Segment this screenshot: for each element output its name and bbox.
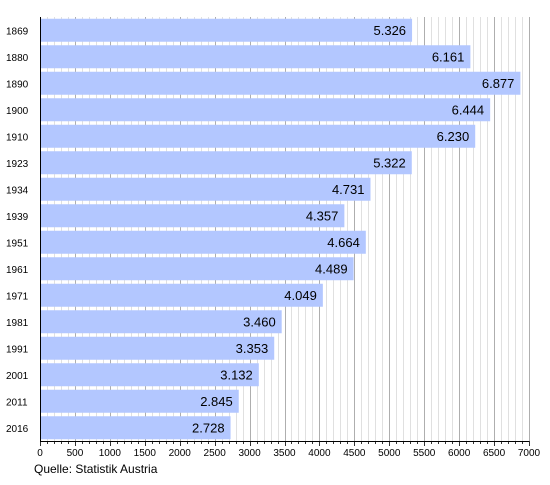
data-label-1869: 5.326	[374, 23, 407, 38]
bar-2016	[40, 416, 231, 440]
data-label-1890: 6.877	[482, 76, 515, 91]
bar-2011	[40, 389, 239, 413]
x-tick-label-0: 0	[37, 448, 43, 459]
x-tick-label-1500: 1500	[134, 448, 157, 459]
data-label-1981: 3.460	[243, 314, 276, 329]
data-label-1900: 6.444	[452, 102, 485, 117]
category-label-2001: 2001	[6, 371, 29, 382]
bar-1934	[40, 177, 371, 201]
x-tick-label-1000: 1000	[99, 448, 122, 459]
x-tick-label-5000: 5000	[378, 448, 401, 459]
x-tick-label-2000: 2000	[169, 448, 192, 459]
bar-1961	[40, 257, 354, 281]
bar-1991	[40, 336, 275, 360]
bar-1981	[40, 310, 282, 334]
x-tick-label-4500: 4500	[343, 448, 366, 459]
category-label-1923: 1923	[6, 159, 29, 170]
data-label-1939: 4.357	[306, 208, 339, 223]
data-label-1934: 4.731	[332, 182, 365, 197]
category-label-2016: 2016	[6, 424, 29, 435]
x-tick-label-6500: 6500	[483, 448, 506, 459]
category-label-1934: 1934	[6, 185, 29, 196]
data-label-1880: 6.161	[432, 49, 465, 64]
x-tick-label-2500: 2500	[204, 448, 227, 459]
category-label-1910: 1910	[6, 132, 29, 143]
category-label-1991: 1991	[6, 344, 29, 355]
x-tick-label-3500: 3500	[273, 448, 296, 459]
x-tick-label-4000: 4000	[308, 448, 331, 459]
category-label-1869: 1869	[6, 26, 29, 37]
x-tick-label-7000: 7000	[518, 448, 541, 459]
bar-1880	[40, 45, 471, 69]
bar-2001	[40, 363, 259, 387]
data-label-1910: 6.230	[437, 129, 470, 144]
category-label-2011: 2011	[6, 397, 28, 408]
x-tick-label-5500: 5500	[413, 448, 436, 459]
category-label-1939: 1939	[6, 212, 29, 223]
bar-1939	[40, 204, 345, 228]
bar-1951	[40, 230, 366, 254]
category-label-1981: 1981	[6, 318, 29, 329]
data-label-1991: 3.353	[236, 341, 269, 356]
category-label-1961: 1961	[6, 265, 29, 276]
x-tick-label-3000: 3000	[238, 448, 261, 459]
bars: 5.326 6.161 6.877 6.444 6.230 5.322 4.731 4.357…	[40, 18, 521, 440]
data-label-1951: 4.664	[327, 235, 360, 250]
category-label-1880: 1880	[6, 53, 29, 64]
bar-1869	[40, 18, 413, 42]
axes: 1869 1880 1890 1900 1910 1923 1934 1939 1951 1961…	[6, 17, 541, 459]
data-label-1961: 4.489	[315, 261, 348, 276]
x-tick-label-500: 500	[67, 448, 84, 459]
category-label-1971: 1971	[6, 291, 29, 302]
data-label-2011: 2.845	[200, 394, 233, 409]
data-label-1923: 5.322	[373, 155, 406, 170]
data-label-2001: 3.132	[220, 367, 253, 382]
bar-1971	[40, 283, 323, 307]
x-tick-label-6000: 6000	[448, 448, 471, 459]
bar-1890	[40, 71, 521, 95]
bar-1910	[40, 124, 476, 148]
source-note: Quelle: Statistik Austria	[34, 462, 158, 476]
bar-1900	[40, 98, 491, 122]
bar-1923	[40, 151, 412, 175]
data-label-2016: 2.728	[192, 420, 225, 435]
category-label-1890: 1890	[6, 79, 29, 90]
category-label-1900: 1900	[6, 106, 29, 117]
category-label-1951: 1951	[6, 238, 29, 249]
data-label-1971: 4.049	[284, 288, 317, 303]
